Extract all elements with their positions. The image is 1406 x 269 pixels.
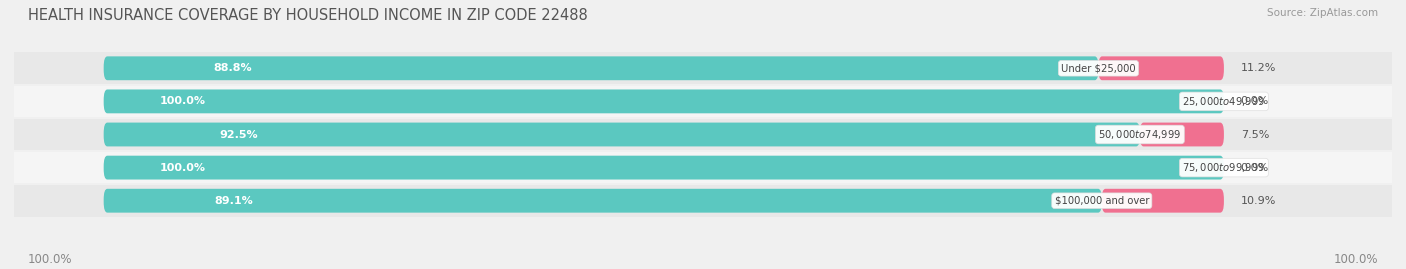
FancyBboxPatch shape <box>14 185 1392 217</box>
FancyBboxPatch shape <box>14 152 1392 183</box>
Text: 10.9%: 10.9% <box>1240 196 1277 206</box>
FancyBboxPatch shape <box>104 189 1102 213</box>
Text: 100.0%: 100.0% <box>160 162 205 173</box>
Text: Source: ZipAtlas.com: Source: ZipAtlas.com <box>1267 8 1378 18</box>
FancyBboxPatch shape <box>14 119 1392 150</box>
Text: $100,000 and over: $100,000 and over <box>1054 196 1149 206</box>
Text: Under $25,000: Under $25,000 <box>1062 63 1136 73</box>
FancyBboxPatch shape <box>14 86 1392 117</box>
Text: 92.5%: 92.5% <box>219 129 257 140</box>
FancyBboxPatch shape <box>1098 56 1223 80</box>
FancyBboxPatch shape <box>1102 189 1223 213</box>
Text: $50,000 to $74,999: $50,000 to $74,999 <box>1098 128 1181 141</box>
FancyBboxPatch shape <box>104 56 1098 80</box>
Text: $25,000 to $49,999: $25,000 to $49,999 <box>1182 95 1265 108</box>
Text: 7.5%: 7.5% <box>1240 129 1270 140</box>
Text: HEALTH INSURANCE COVERAGE BY HOUSEHOLD INCOME IN ZIP CODE 22488: HEALTH INSURANCE COVERAGE BY HOUSEHOLD I… <box>28 8 588 23</box>
FancyBboxPatch shape <box>1140 123 1223 146</box>
Text: 89.1%: 89.1% <box>214 196 253 206</box>
Text: 100.0%: 100.0% <box>1333 253 1378 266</box>
FancyBboxPatch shape <box>14 52 1392 84</box>
Text: 88.8%: 88.8% <box>214 63 252 73</box>
Text: $75,000 to $99,999: $75,000 to $99,999 <box>1182 161 1265 174</box>
Text: 0.0%: 0.0% <box>1240 96 1270 107</box>
Text: 100.0%: 100.0% <box>28 253 73 266</box>
FancyBboxPatch shape <box>104 90 1223 113</box>
FancyBboxPatch shape <box>104 156 1223 179</box>
FancyBboxPatch shape <box>104 123 1140 146</box>
Text: 11.2%: 11.2% <box>1240 63 1277 73</box>
Text: 0.0%: 0.0% <box>1240 162 1270 173</box>
Text: 100.0%: 100.0% <box>160 96 205 107</box>
